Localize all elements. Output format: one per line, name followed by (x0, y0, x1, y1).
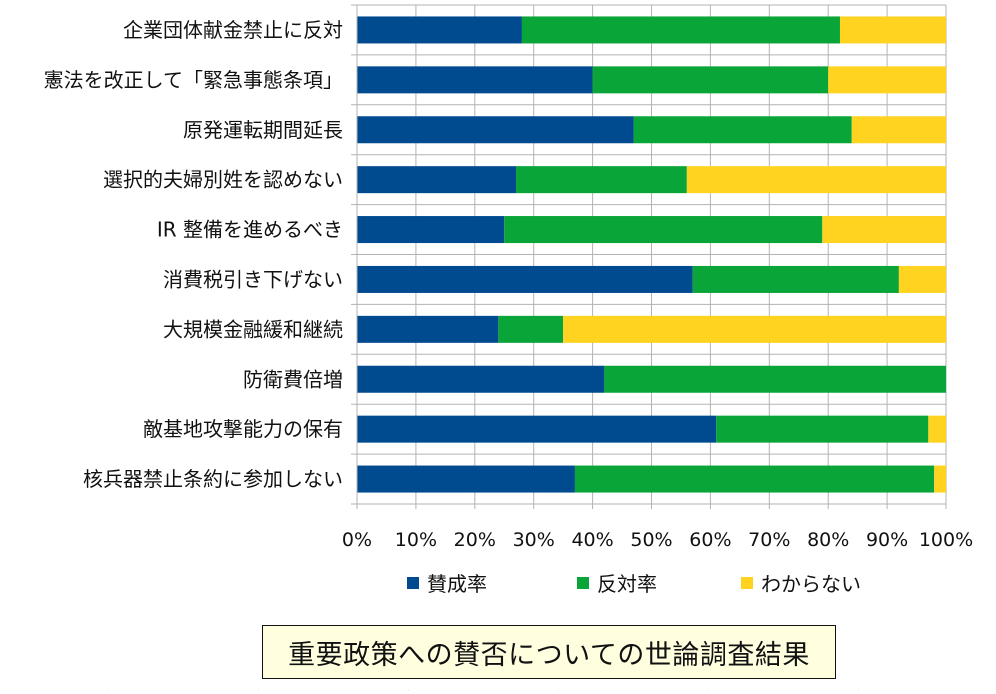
bar-segment (357, 116, 634, 144)
category-label: 防衛費倍増 (243, 367, 343, 391)
x-tick-label: 10% (395, 529, 437, 551)
bar-segment (357, 415, 717, 443)
bar-segment (504, 216, 823, 244)
bar-segment (357, 66, 593, 94)
bar-segment (633, 116, 852, 144)
bar-segment (498, 315, 564, 343)
bar-segment (839, 16, 946, 44)
bar-segment (828, 66, 946, 94)
bar-segment (928, 415, 946, 443)
x-tick-label: 70% (748, 529, 790, 551)
legend: 賛成率 反対率 わからない (407, 572, 861, 596)
category-label: 原発運転期間延長 (183, 118, 343, 142)
category-label: 消費税引き下げない (163, 267, 343, 291)
bar-segment (357, 265, 693, 293)
category-label: 敵基地攻撃能力の保有 (143, 417, 343, 441)
x-tick-labels: 0% 10% 20% 30% 40% 50% 60% 70% 80% 90% 100% (342, 529, 973, 551)
legend-swatch (741, 577, 753, 589)
bar-segment (516, 166, 687, 194)
x-tick-label: 0% (342, 529, 372, 551)
bar-segment (574, 465, 935, 493)
category-label: 核兵器禁止条約に参加しない (83, 467, 343, 491)
legend-label: 賛成率 (427, 572, 487, 596)
bar-segment (822, 216, 946, 244)
bar-segment (357, 465, 575, 493)
legend-label: わからない (761, 572, 861, 596)
bar-segment (357, 16, 522, 44)
category-labels: 企業団体献金禁止に反対憲法を改正して「緊急事態条項」原発運転期間延長選択的夫婦別… (44, 18, 343, 491)
legend-swatch (577, 577, 589, 589)
category-label: 大規模金融緩和継続 (163, 317, 343, 341)
bottom-dashed-rule (0, 689, 996, 691)
bar-segment (592, 66, 829, 94)
bar-segment (686, 166, 946, 194)
bar-segment (934, 465, 946, 493)
bar-segment (716, 415, 929, 443)
category-label: 企業団体献金禁止に反対 (123, 18, 343, 42)
legend-label: 反対率 (597, 572, 657, 596)
bar-segment (357, 315, 499, 343)
bars (357, 16, 946, 493)
x-tick-label: 80% (807, 529, 849, 551)
legend-swatch (407, 577, 419, 589)
category-label: IR 整備を進めるべき (157, 218, 343, 242)
x-tick-label: 50% (630, 529, 672, 551)
bar-segment (692, 265, 899, 293)
bar-segment (898, 265, 946, 293)
bar-segment (357, 166, 517, 194)
bar-segment (604, 365, 946, 393)
bar-segment (357, 365, 605, 393)
bar-segment (563, 315, 946, 343)
x-tick-label: 100% (919, 529, 973, 551)
x-tick-label: 60% (689, 529, 731, 551)
x-tick-label: 40% (571, 529, 613, 551)
category-label: 憲法を改正して「緊急事態条項」 (44, 68, 343, 92)
bar-segment (357, 216, 505, 244)
caption-box: 重要政策への賛否についての世論調査結果 (262, 625, 836, 679)
bar-segment (521, 16, 840, 44)
category-label: 選択的夫婦別姓を認めない (103, 168, 343, 192)
x-tick-label: 90% (866, 529, 908, 551)
bar-segment (851, 116, 946, 144)
x-tick-label: 30% (513, 529, 555, 551)
x-tick-label: 20% (454, 529, 496, 551)
chart-caption: 重要政策への賛否についての世論調査結果 (288, 639, 810, 671)
